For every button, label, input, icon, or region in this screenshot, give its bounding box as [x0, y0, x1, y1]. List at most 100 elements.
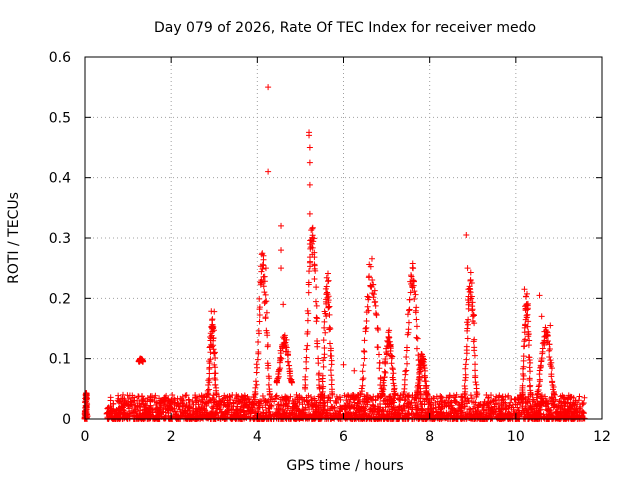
data-point	[339, 405, 346, 412]
data-point	[472, 361, 479, 368]
data-point	[216, 406, 223, 413]
data-point	[496, 392, 503, 399]
data-point	[82, 391, 89, 398]
data-point	[314, 338, 321, 345]
data-point	[265, 168, 272, 175]
data-point	[277, 356, 284, 363]
data-point	[472, 367, 479, 374]
data-point	[435, 403, 442, 410]
data-point	[357, 405, 364, 412]
data-point	[312, 267, 319, 274]
data-point	[259, 414, 266, 421]
data-point	[406, 411, 413, 418]
data-point	[311, 401, 318, 408]
data-point	[462, 403, 469, 410]
data-point	[237, 398, 244, 405]
data-point	[493, 393, 500, 400]
data-point	[425, 400, 432, 407]
data-point	[439, 397, 446, 404]
data-point	[504, 394, 511, 401]
data-point	[481, 407, 488, 414]
data-point	[110, 401, 117, 408]
data-point	[568, 393, 575, 400]
data-point	[472, 408, 479, 415]
data-point	[343, 414, 350, 421]
data-point	[128, 401, 135, 408]
data-point	[273, 409, 280, 416]
data-point	[470, 399, 477, 406]
data-point	[253, 381, 260, 388]
data-point	[465, 286, 472, 293]
data-point	[312, 408, 319, 415]
data-point	[219, 412, 226, 419]
data-point	[551, 402, 558, 409]
data-point	[436, 413, 443, 420]
data-point	[162, 405, 169, 412]
data-point	[255, 330, 262, 337]
data-point	[574, 401, 581, 408]
data-point	[242, 396, 249, 403]
data-point	[277, 350, 284, 357]
data-point	[278, 355, 285, 362]
data-point	[325, 277, 332, 284]
data-point	[413, 323, 420, 330]
data-point	[103, 410, 110, 417]
data-point	[120, 404, 127, 411]
data-point	[321, 351, 328, 358]
data-point	[507, 399, 514, 406]
data-point	[162, 415, 169, 422]
data-point	[213, 391, 220, 398]
data-point	[546, 341, 553, 348]
data-point	[411, 295, 418, 302]
data-point	[226, 405, 233, 412]
data-point	[412, 291, 419, 298]
data-point	[209, 410, 216, 417]
data-point	[462, 365, 469, 372]
data-point	[305, 289, 312, 296]
data-point	[192, 394, 199, 401]
data-point	[525, 333, 532, 340]
data-point	[327, 325, 334, 332]
data-point	[123, 400, 130, 407]
y-tick-label: 0.2	[49, 291, 71, 307]
data-point	[311, 262, 318, 269]
data-point	[205, 391, 212, 398]
data-point	[107, 394, 114, 401]
data-point	[278, 265, 285, 272]
data-point	[390, 404, 397, 411]
data-point	[199, 399, 206, 406]
data-point	[390, 370, 397, 377]
data-point	[254, 356, 261, 363]
data-point	[179, 399, 186, 406]
data-point	[255, 349, 262, 356]
data-point	[351, 399, 358, 406]
data-point	[210, 403, 217, 410]
data-point	[376, 408, 383, 415]
data-point	[297, 394, 304, 401]
data-point	[411, 288, 418, 295]
data-point	[377, 376, 384, 383]
data-point	[559, 392, 566, 399]
data-point	[367, 263, 374, 270]
data-point	[538, 358, 545, 365]
data-point	[386, 327, 393, 334]
data-point	[526, 377, 533, 384]
data-point	[471, 320, 478, 327]
data-point	[322, 285, 329, 292]
x-tick-label: 6	[339, 429, 348, 445]
data-point	[524, 305, 531, 312]
data-point	[349, 394, 356, 401]
data-point	[186, 399, 193, 406]
data-point	[310, 238, 317, 245]
data-point	[413, 410, 420, 417]
data-point	[221, 401, 228, 408]
data-point	[261, 289, 268, 296]
data-point	[275, 373, 282, 380]
data-point	[386, 400, 393, 407]
data-point	[311, 395, 318, 402]
data-point	[136, 403, 143, 410]
data-point	[313, 318, 320, 325]
data-point	[344, 409, 351, 416]
data-point	[539, 350, 546, 357]
data-point	[345, 411, 352, 418]
